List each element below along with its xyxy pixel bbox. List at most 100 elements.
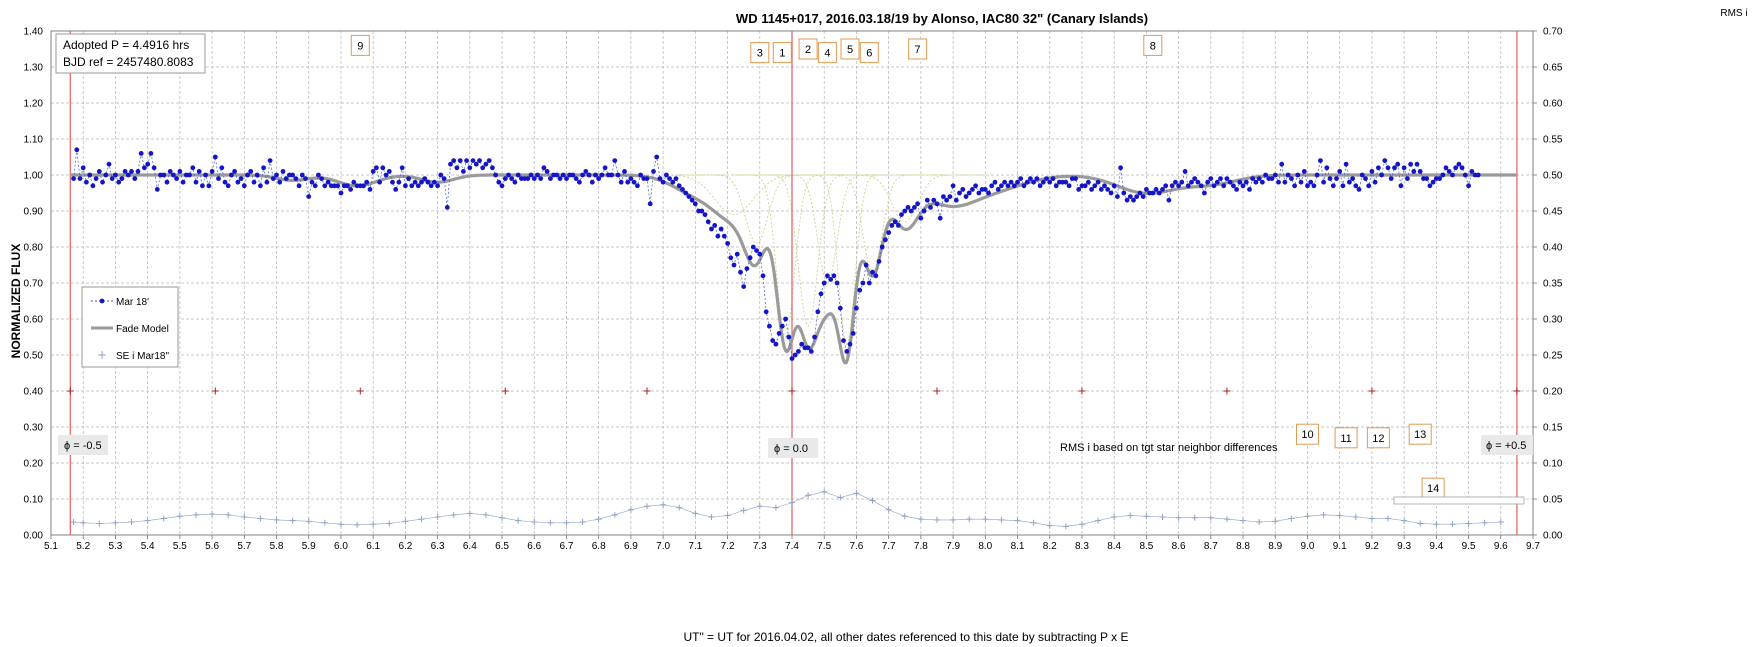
flux-point (432, 179, 437, 185)
y-tick-label: 0.40 (24, 387, 44, 398)
dip-label-box (350, 34, 370, 56)
flux-point (142, 165, 147, 171)
y-tick-label: 1.30 (24, 63, 44, 74)
flux-point (203, 172, 209, 178)
flux-point (1160, 187, 1165, 192)
flux-point (1082, 183, 1088, 189)
flux-point (219, 165, 225, 171)
rms-point (660, 501, 667, 508)
flux-point (135, 169, 141, 174)
fade-model-curve (69, 173, 1517, 365)
rms-point (1272, 518, 1279, 525)
flux-point (528, 172, 534, 178)
y-tick-label: 1.00 (24, 171, 44, 182)
x-tick-label: 5.1 (44, 541, 58, 552)
y2-tick-label: 0.15 (1543, 423, 1563, 434)
flux-point (1063, 179, 1069, 185)
flux-point (1256, 176, 1262, 182)
dip-label: 8 (1150, 40, 1156, 52)
x-tick-label: 6.4 (463, 541, 477, 552)
dip-label-box (1408, 423, 1432, 445)
flux-point (651, 169, 656, 174)
rms-point (209, 511, 216, 518)
flux-point (779, 323, 785, 329)
flux-point (564, 176, 569, 182)
flux-point (593, 172, 598, 178)
rms-point (70, 519, 77, 526)
flux-point (161, 172, 167, 178)
rms-point (257, 515, 264, 522)
flux-point (589, 179, 595, 185)
x-tick-label: 7.5 (817, 541, 831, 552)
flux-point (1214, 179, 1220, 185)
y-tick-label: 0.90 (24, 207, 44, 218)
flux-point (270, 176, 276, 182)
flux-point (171, 172, 176, 178)
x-tick-label: 5.9 (302, 541, 316, 552)
flux-point (1276, 179, 1281, 185)
flux-point (602, 165, 608, 171)
flux-point (834, 280, 840, 286)
flux-point (87, 172, 93, 178)
rms-point (998, 516, 1005, 523)
x-tick-label: 5.4 (141, 541, 155, 552)
x-axis-label: UT" = UT for 2016.04.02, all other dates… (683, 630, 1128, 644)
flux-point (934, 201, 940, 207)
rms-point (869, 497, 876, 504)
x-tick-label: 7.9 (946, 541, 960, 552)
x-tick-label: 7.6 (849, 541, 863, 552)
flux-point (1015, 179, 1020, 185)
flux-point (316, 172, 321, 178)
flux-point (499, 183, 505, 189)
flux-point (348, 187, 353, 192)
flux-point (847, 341, 853, 347)
y-tick-label: 1.40 (24, 27, 44, 38)
flux-point (870, 269, 875, 275)
flux-point (866, 280, 872, 286)
flux-point (1089, 187, 1094, 192)
flux-point (167, 169, 173, 174)
flux-point (412, 179, 418, 185)
flux-point (1144, 187, 1149, 192)
rms-line (73, 491, 1501, 527)
flux-point (586, 172, 592, 178)
flux-point (957, 190, 962, 196)
flux-point (647, 201, 653, 207)
flux-point (976, 190, 982, 196)
flux-series (71, 147, 1481, 361)
dip-label-box (840, 38, 860, 60)
flux-point (905, 205, 911, 210)
flux-point (705, 219, 711, 225)
flux-point (828, 277, 834, 282)
flux-point (125, 172, 131, 178)
flux-point (1440, 172, 1446, 178)
rms-point (933, 516, 940, 523)
dip-label: 9 (357, 40, 363, 52)
y-axis-label: NORMALIZED FLUX (9, 244, 23, 359)
flux-point (1176, 183, 1181, 189)
x-tick-label: 9.1 (1333, 541, 1347, 552)
flux-point (941, 194, 946, 200)
rms-point (289, 517, 296, 524)
flux-point (667, 176, 672, 182)
rms-point (1352, 514, 1359, 520)
phase-marker (1368, 387, 1376, 395)
flux-point (1111, 183, 1117, 189)
x-tick-label: 6.9 (624, 541, 638, 552)
flux-point (1392, 165, 1397, 171)
flux-point (873, 273, 879, 279)
rms-point (1143, 513, 1150, 520)
flux-point (1137, 190, 1143, 196)
flux-point (721, 233, 727, 239)
flux-point (390, 179, 395, 185)
dip-label-box (1334, 427, 1358, 449)
flux-point (1102, 183, 1107, 189)
flux-point (361, 183, 366, 189)
flux-point (90, 183, 96, 189)
y2-tick-label: 0.55 (1543, 135, 1563, 146)
rms-point (1385, 515, 1392, 522)
flux-point (512, 179, 518, 185)
flux-point (995, 187, 1001, 192)
info-bjd: BJD ref = 2457480.8083 (63, 55, 194, 69)
phase-marker (933, 387, 941, 395)
